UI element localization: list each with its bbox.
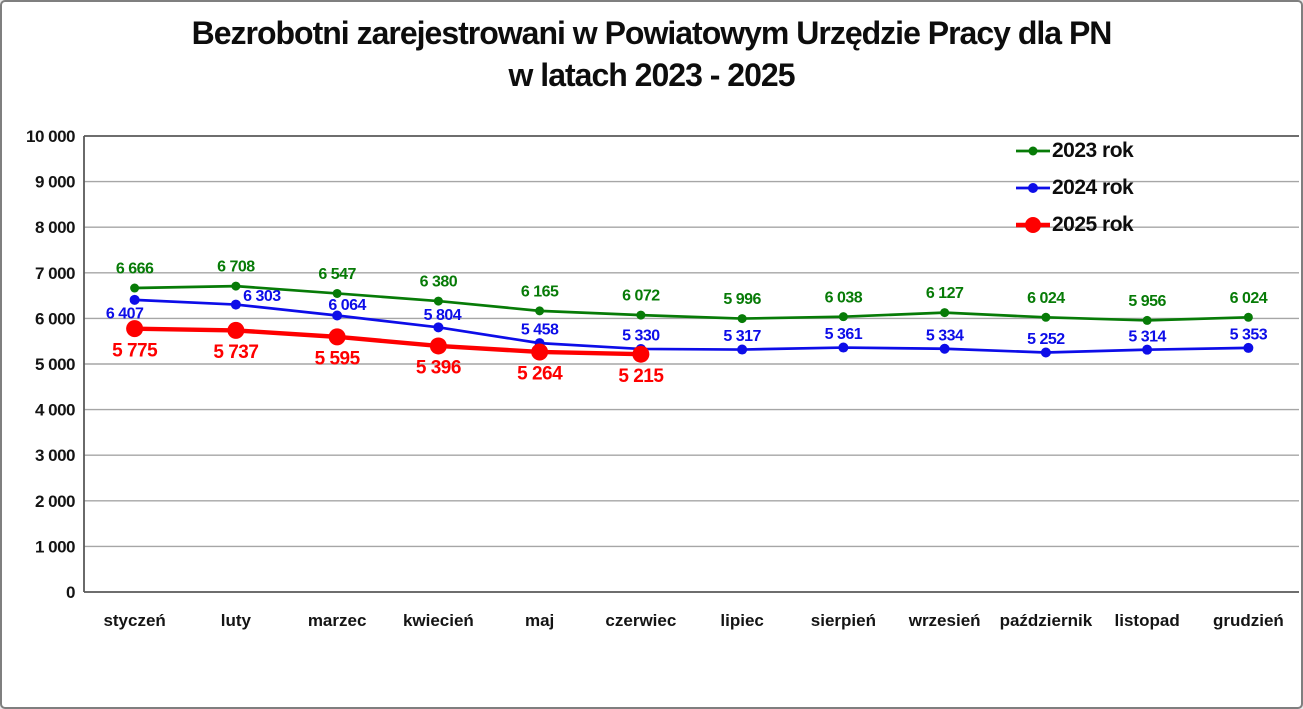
data-label: 6 038 bbox=[825, 289, 863, 306]
data-label: 5 330 bbox=[622, 328, 660, 345]
data-point bbox=[940, 308, 950, 318]
data-point bbox=[1041, 312, 1051, 322]
data-point bbox=[230, 299, 241, 310]
data-label: 6 072 bbox=[622, 288, 660, 305]
y-tick-label: 8 000 bbox=[35, 218, 75, 237]
data-point bbox=[231, 281, 241, 291]
data-label: 5 737 bbox=[213, 342, 258, 363]
data-label: 5 264 bbox=[517, 364, 563, 385]
data-label: 5 804 bbox=[424, 307, 462, 324]
data-label: 6 064 bbox=[328, 297, 366, 314]
data-label: 6 024 bbox=[1027, 290, 1065, 307]
data-point bbox=[328, 328, 346, 346]
data-label: 5 956 bbox=[1128, 293, 1166, 310]
chart-title-line-1: Bezrobotni zarejestrowani w Powiatowym U… bbox=[191, 15, 1113, 51]
data-label: 6 407 bbox=[106, 305, 144, 322]
x-axis-label: październik bbox=[1000, 611, 1093, 630]
data-point bbox=[838, 342, 849, 353]
y-tick-label: 4 000 bbox=[35, 401, 75, 420]
x-axis-label: lipiec bbox=[720, 611, 763, 630]
y-tick-label: 6 000 bbox=[35, 309, 75, 328]
x-axis-label: grudzień bbox=[1213, 611, 1284, 630]
y-tick-label: 3 000 bbox=[35, 446, 75, 465]
chart-title-line-2: w latach 2023 - 2025 bbox=[508, 57, 796, 93]
data-point bbox=[332, 288, 342, 298]
legend-marker-icon bbox=[1016, 146, 1050, 155]
y-tick-label: 1 000 bbox=[35, 537, 75, 556]
data-point bbox=[531, 343, 549, 361]
data-point bbox=[737, 314, 747, 324]
data-point bbox=[1243, 312, 1253, 322]
data-point bbox=[433, 322, 444, 333]
data-point bbox=[433, 296, 443, 306]
x-axis-label: styczeń bbox=[103, 611, 165, 630]
data-label: 6 024 bbox=[1230, 290, 1268, 307]
data-label: 5 458 bbox=[521, 322, 559, 339]
data-point bbox=[535, 306, 545, 316]
data-point bbox=[1243, 342, 1254, 353]
x-axis-label: wrzesień bbox=[908, 611, 981, 630]
x-axis-label: kwiecień bbox=[403, 611, 474, 630]
legend-item-2023-rok: 2023 rok bbox=[1016, 132, 1134, 169]
legend-label: 2024 rok bbox=[1052, 175, 1134, 199]
data-point bbox=[636, 310, 646, 320]
data-point bbox=[838, 312, 848, 322]
data-label: 6 380 bbox=[420, 274, 458, 291]
x-axis-label: luty bbox=[221, 611, 252, 630]
y-tick-label: 7 000 bbox=[35, 264, 75, 283]
legend-label: 2023 rok bbox=[1052, 138, 1134, 162]
data-point bbox=[1142, 344, 1153, 355]
y-tick-label: 10 000 bbox=[26, 127, 75, 146]
legend-label: 2025 rok bbox=[1052, 212, 1134, 236]
legend-item-2025-rok: 2025 rok bbox=[1016, 206, 1134, 243]
legend-item-2024-rok: 2024 rok bbox=[1016, 169, 1134, 206]
data-point bbox=[227, 321, 245, 339]
data-point bbox=[129, 294, 140, 305]
data-label: 5 361 bbox=[825, 326, 863, 343]
chart-title: Bezrobotni zarejestrowani w Powiatowym U… bbox=[2, 12, 1301, 96]
data-point bbox=[126, 320, 144, 338]
data-label: 6 303 bbox=[243, 288, 281, 305]
data-label: 5 353 bbox=[1230, 327, 1268, 344]
data-label: 6 165 bbox=[521, 283, 559, 300]
data-label: 5 775 bbox=[112, 340, 158, 361]
data-label: 5 314 bbox=[1128, 328, 1166, 345]
data-point bbox=[130, 283, 140, 293]
data-label: 6 708 bbox=[217, 259, 255, 276]
data-point bbox=[429, 337, 447, 355]
data-point bbox=[1142, 315, 1152, 325]
data-point bbox=[332, 310, 343, 321]
legend-marker-icon bbox=[1016, 216, 1050, 233]
data-point bbox=[1040, 347, 1051, 358]
data-label: 5 215 bbox=[618, 366, 664, 387]
data-label: 6 666 bbox=[116, 261, 154, 278]
series-line-2023-rok bbox=[133, 284, 1250, 322]
legend-marker-icon bbox=[1016, 182, 1050, 193]
data-point bbox=[737, 344, 748, 355]
data-label: 6 547 bbox=[318, 266, 356, 283]
x-axis-label: czerwiec bbox=[605, 611, 676, 630]
x-axis-label: marzec bbox=[308, 611, 367, 630]
y-tick-label: 9 000 bbox=[35, 173, 75, 192]
y-tick-label: 0 bbox=[66, 583, 75, 602]
data-label: 5 996 bbox=[723, 291, 761, 308]
data-point bbox=[632, 345, 650, 363]
data-label: 5 334 bbox=[926, 327, 964, 344]
data-label: 5 252 bbox=[1027, 331, 1065, 348]
data-label: 6 127 bbox=[926, 285, 964, 302]
series-line-2025-rok bbox=[132, 326, 644, 357]
data-label: 5 317 bbox=[723, 328, 761, 345]
x-axis-label: maj bbox=[525, 611, 554, 630]
x-axis-label: listopad bbox=[1115, 611, 1180, 630]
x-axis-label: sierpień bbox=[811, 611, 876, 630]
y-tick-label: 2 000 bbox=[35, 492, 75, 511]
y-tick-label: 5 000 bbox=[35, 355, 75, 374]
legend: 2023 rok 2024 rok 2025 rok bbox=[1016, 132, 1134, 243]
data-point bbox=[939, 343, 950, 354]
series-line-2024-rok bbox=[133, 298, 1250, 354]
data-label: 5 595 bbox=[315, 349, 361, 370]
data-label: 5 396 bbox=[416, 358, 461, 379]
